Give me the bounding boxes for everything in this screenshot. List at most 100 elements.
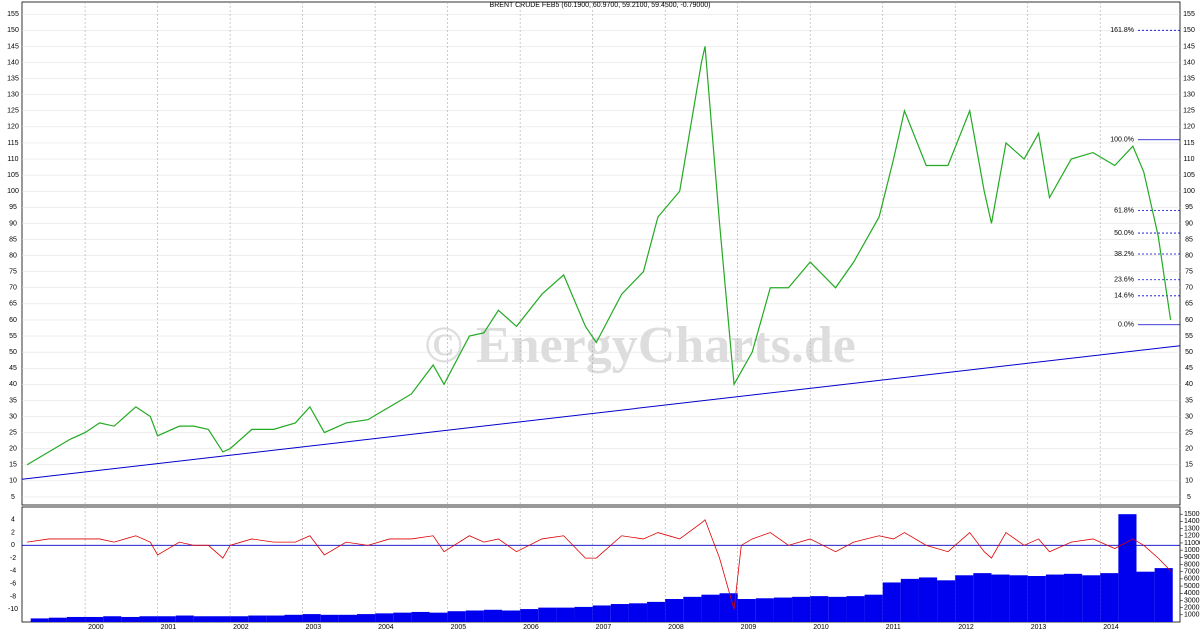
volume-bar <box>1136 571 1155 622</box>
y-tick-label: 75 <box>9 269 17 276</box>
watermark: © EnergyCharts.de <box>424 317 856 374</box>
volume-bar <box>502 610 521 622</box>
oscillator-tick-label: -10 <box>8 606 18 613</box>
fib-label: 50.0% <box>1114 230 1134 237</box>
volume-bar <box>973 573 992 622</box>
fib-label: 161.8% <box>1110 27 1134 34</box>
volume-bar <box>1154 568 1173 622</box>
x-tick-label: 2000 <box>88 624 104 631</box>
volume-bar <box>284 614 303 622</box>
x-tick-label: 2009 <box>741 624 757 631</box>
volume-bar <box>465 610 484 622</box>
volume-bar <box>157 616 176 622</box>
y-tick-label-right: 30 <box>1185 413 1193 420</box>
volume-tick-label: 11000 <box>1184 540 1200 547</box>
y-tick-label-right: 155 <box>1183 11 1195 18</box>
volume-tick-label: 7000 <box>1184 569 1200 576</box>
y-tick-label: 35 <box>9 397 17 404</box>
y-tick-label-right: 85 <box>1185 236 1193 243</box>
x-tick-label: 2008 <box>668 624 684 631</box>
y-tick-label: 45 <box>9 365 17 372</box>
y-tick-label: 110 <box>7 156 18 163</box>
y-tick-label-right: 20 <box>1185 446 1193 453</box>
volume-bar <box>538 607 557 622</box>
volume-bar <box>683 596 702 622</box>
y-tick-label: 120 <box>7 124 19 131</box>
y-tick-label: 140 <box>7 59 19 66</box>
y-tick-label-right: 45 <box>1185 365 1193 372</box>
volume-bar <box>882 582 901 622</box>
fib-label: 14.6% <box>1114 293 1134 300</box>
price-panel <box>21 1 1181 506</box>
x-tick-label: 2004 <box>378 624 394 631</box>
volume-bar <box>828 596 847 622</box>
volume-bar <box>393 612 412 622</box>
volume-bar <box>302 614 321 622</box>
y-tick-label: 15 <box>9 462 17 469</box>
volume-bar <box>175 615 194 622</box>
oscillator-tick-label: 2 <box>11 529 15 536</box>
volume-bar <box>230 616 249 622</box>
volume-bar <box>30 618 49 622</box>
volume-bar <box>338 614 358 622</box>
y-tick-label: 130 <box>7 92 19 99</box>
y-tick-label-right: 100 <box>1183 188 1195 195</box>
y-tick-label-right: 145 <box>1183 43 1195 50</box>
y-tick-label: 90 <box>9 220 17 227</box>
y-tick-label: 55 <box>9 333 17 340</box>
volume-tick-label: 6000 <box>1184 576 1200 583</box>
x-tick-label: 2012 <box>958 624 974 631</box>
y-tick-label: 155 <box>7 11 19 18</box>
volume-bar <box>447 611 466 622</box>
volume-bar <box>610 604 629 622</box>
x-tick-label: 2007 <box>596 624 612 631</box>
volume-bar <box>719 593 738 622</box>
fib-label: 61.8% <box>1114 207 1134 214</box>
oscillator-tick-label: -4 <box>10 568 16 575</box>
y-tick-label: 60 <box>9 317 17 324</box>
volume-bar <box>864 594 883 622</box>
volume-bar <box>1009 575 1028 622</box>
oscillator-tick-label: 0 <box>11 542 15 549</box>
y-tick-label-right: 40 <box>1185 381 1193 388</box>
volume-bar <box>647 601 666 622</box>
y-tick-label: 95 <box>9 204 17 211</box>
y-tick-label-right: 25 <box>1185 429 1193 436</box>
fib-label: 38.2% <box>1114 251 1134 258</box>
y-tick-label-right: 70 <box>1185 285 1193 292</box>
volume-tick-label: 8000 <box>1184 561 1200 568</box>
volume-tick-label: 10000 <box>1184 547 1200 554</box>
volume-bar <box>755 598 774 622</box>
volume-bar <box>48 617 67 622</box>
volume-bar <box>792 596 811 622</box>
volume-bar <box>737 599 756 622</box>
volume-tick-label: 4000 <box>1184 590 1200 597</box>
volume-tick-label: 2000 <box>1184 604 1200 611</box>
x-tick-label: 2006 <box>523 624 539 631</box>
fib-label: 0.0% <box>1118 322 1134 329</box>
y-tick-label: 80 <box>9 252 17 259</box>
y-tick-label-right: 80 <box>1185 252 1193 259</box>
y-tick-label-right: 110 <box>1183 156 1194 163</box>
volume-bar <box>483 609 503 622</box>
x-tick-label: 2010 <box>813 624 829 631</box>
volume-bar <box>1082 575 1101 622</box>
x-tick-label: 2003 <box>306 624 322 631</box>
y-tick-label-right: 5 <box>1187 494 1191 501</box>
volume-bar <box>773 597 793 622</box>
volume-tick-label: 9000 <box>1184 554 1200 561</box>
y-tick-label: 25 <box>9 429 17 436</box>
y-tick-label: 30 <box>9 413 17 420</box>
volume-bar <box>846 596 865 622</box>
y-tick-label-right: 90 <box>1185 220 1193 227</box>
volume-tick-label: 1000 <box>1184 612 1200 619</box>
volume-bar <box>1100 573 1119 622</box>
volume-tick-label: 13000 <box>1184 525 1200 532</box>
price-line <box>26 46 1172 466</box>
y-tick-label: 5 <box>11 494 15 501</box>
y-tick-label: 20 <box>9 446 17 453</box>
chart-title: BRENT CRUDE FEB5 (60.1900, 60.9700, 59.2… <box>490 2 711 9</box>
y-tick-label-right: 105 <box>1183 172 1195 179</box>
volume-bar <box>411 611 430 622</box>
